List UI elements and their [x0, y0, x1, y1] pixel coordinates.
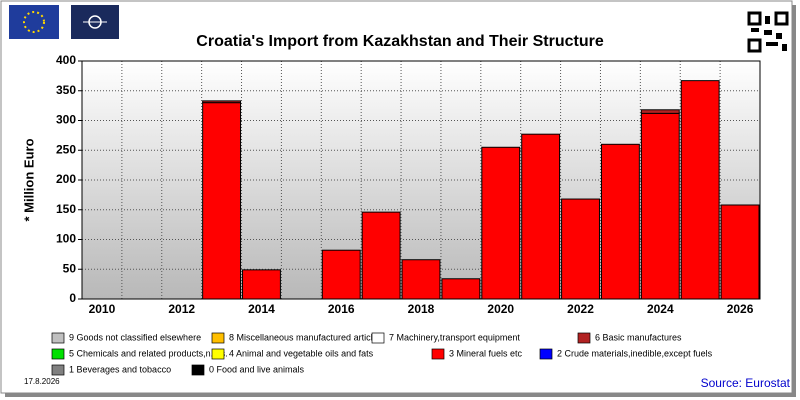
y-tick-label: 250 [56, 142, 76, 156]
bar-segment [242, 269, 281, 300]
x-tick-label: 2024 [647, 302, 674, 316]
x-tick-label: 2022 [567, 302, 594, 316]
legend-swatch [51, 332, 65, 344]
y-tick-label: 150 [56, 202, 76, 216]
bar-segment [202, 100, 242, 104]
legend-label: 8 Miscellaneous manufactured articles [229, 332, 383, 342]
bar-segment [321, 249, 361, 300]
x-tick-label: 2020 [487, 302, 514, 316]
y-tick-label: 300 [56, 113, 76, 127]
source: Source: Eurostat [701, 376, 791, 390]
legend-label: 9 Goods not classified elsewhere [69, 332, 201, 342]
bar-segment [202, 102, 242, 300]
bar-segment [441, 278, 481, 300]
x-tick-label: 2012 [168, 302, 195, 316]
bar-segment [720, 204, 760, 300]
y-tick-label: 350 [56, 83, 76, 97]
y-tick-label: 200 [56, 172, 76, 186]
bar-segment [561, 198, 600, 300]
y-axis-label: * Million Euro [21, 138, 36, 221]
legend-label: 2 Crude materials,inedible,except fuels [557, 348, 713, 358]
x-tick-label: 2018 [408, 302, 435, 316]
eu-flag [9, 5, 59, 39]
legend-swatch [51, 364, 65, 376]
chart-title: Croatia's Import from Kazakhstan and The… [196, 33, 604, 50]
legend-label: 3 Mineral fuels etc [449, 348, 523, 358]
bar-segment [640, 112, 680, 300]
bar-segment [680, 80, 720, 300]
legend-label: 6 Basic manufactures [595, 332, 682, 342]
legend-label: 7 Machinery,transport equipment [389, 332, 520, 342]
bar-segment [640, 109, 680, 114]
legend-swatch [577, 332, 591, 344]
y-tick-label: 50 [63, 261, 77, 275]
x-tick-label: 2010 [89, 302, 116, 316]
legend-label: 5 Chemicals and related products,n.e.s. [69, 348, 228, 358]
y-tick-label: 0 [69, 291, 76, 305]
legend-label: 4 Animal and vegetable oils and fats [229, 348, 374, 358]
legend-label: 0 Food and live animals [209, 364, 305, 374]
legend-swatch [211, 348, 225, 360]
bar-segment [401, 259, 441, 300]
legend-swatch [191, 364, 205, 376]
legend-swatch [431, 348, 445, 360]
legend-swatch [539, 348, 553, 360]
plot-border [81, 60, 761, 300]
legend-swatch [371, 332, 385, 344]
y-tick-label: 100 [56, 232, 76, 246]
y-tick-label: 400 [56, 53, 76, 67]
bar-segment [481, 146, 521, 300]
bar-segment [521, 133, 561, 300]
legend-swatch [211, 332, 225, 344]
x-tick-label: 2014 [248, 302, 275, 316]
x-tick-label: 2016 [328, 302, 355, 316]
bar-segment [600, 143, 640, 300]
qr-code [747, 11, 789, 53]
nato-flag [71, 5, 119, 39]
bar-segment [361, 211, 401, 300]
legend-swatch [51, 348, 65, 360]
date: 17.8.2026 [24, 377, 60, 386]
legend-label: 1 Beverages and tobacco [69, 364, 171, 374]
x-tick-label: 2026 [727, 302, 754, 316]
